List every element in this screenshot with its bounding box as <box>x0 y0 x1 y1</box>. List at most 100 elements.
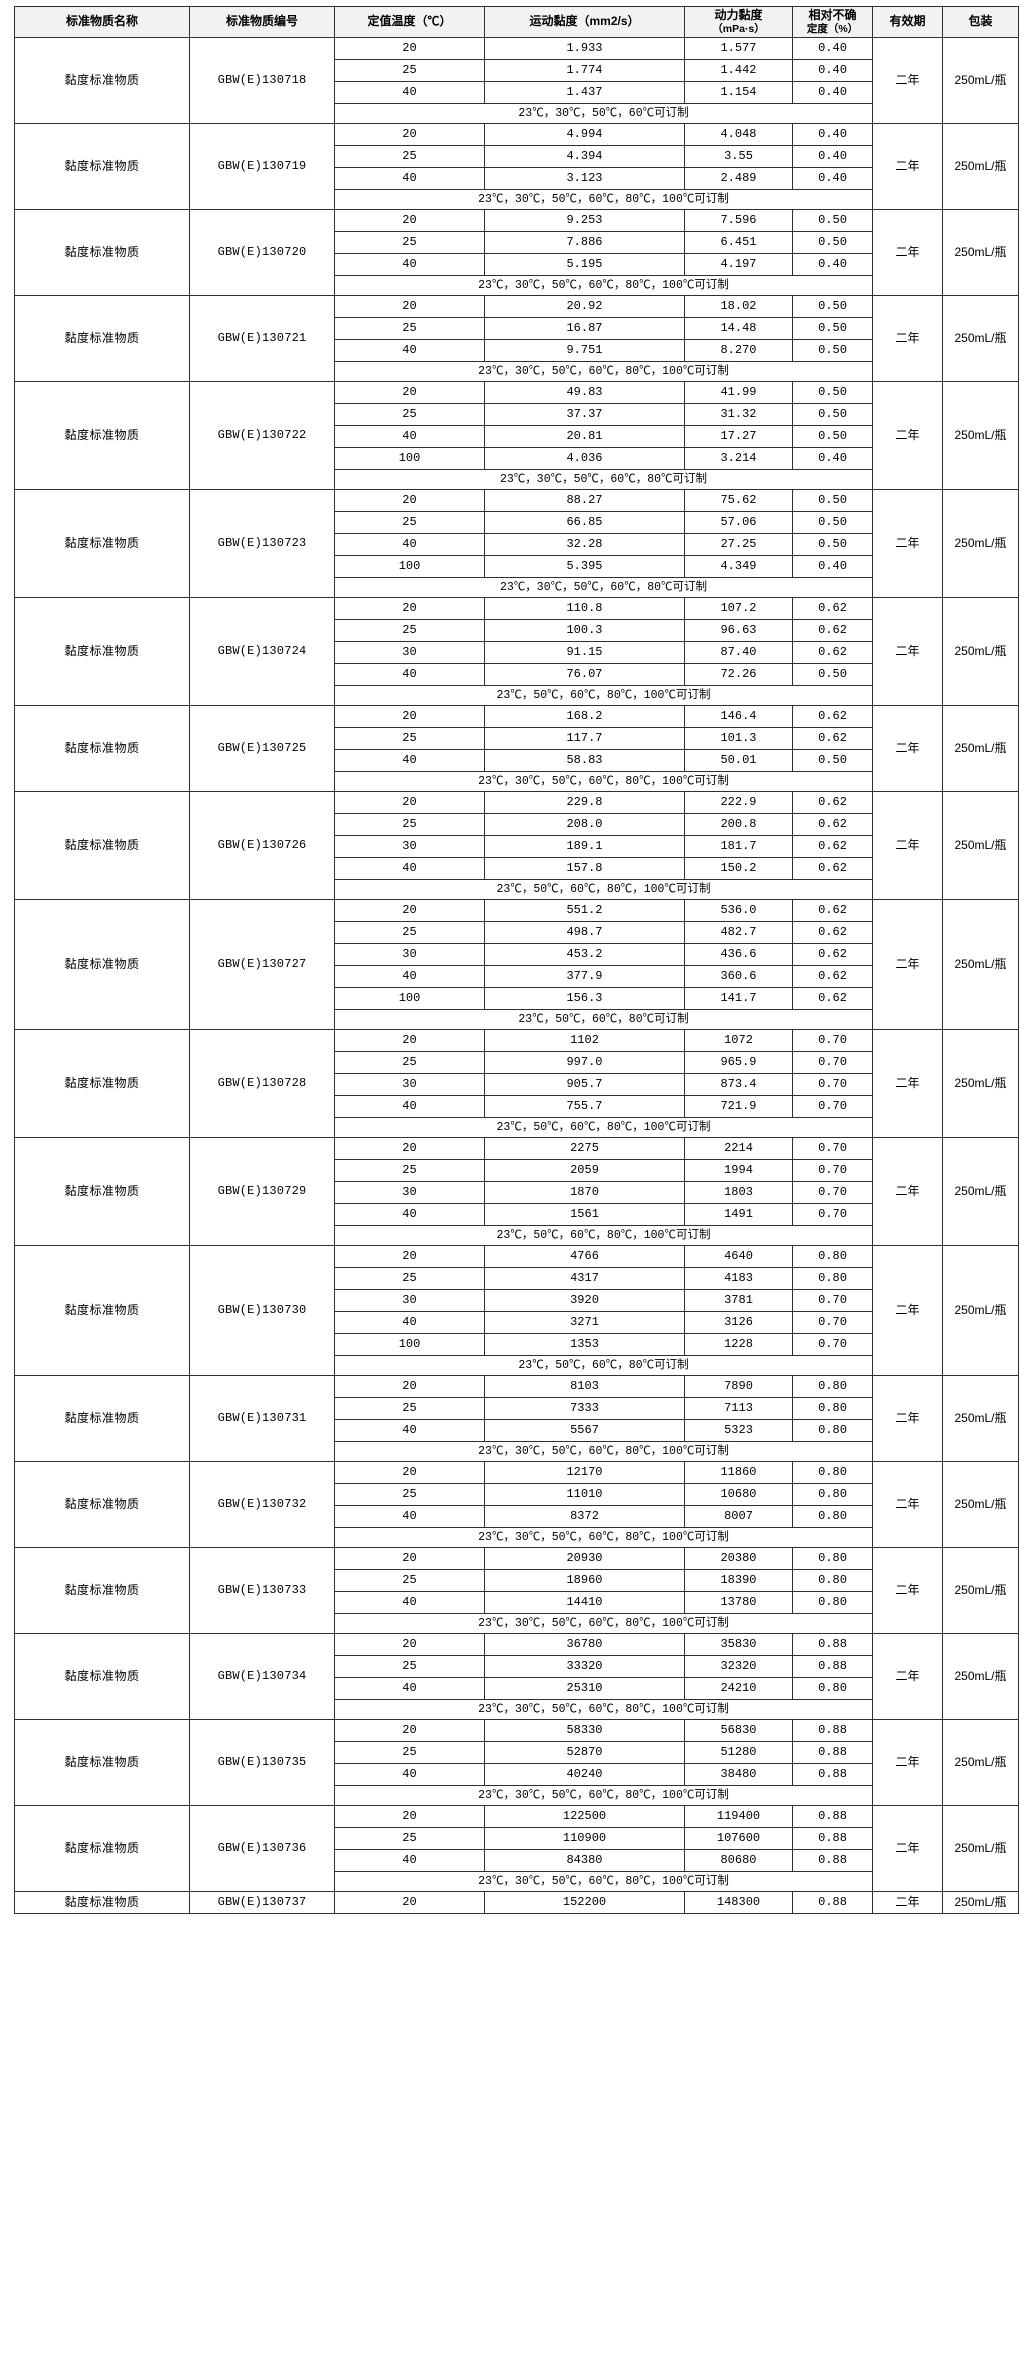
cell-kinematic-viscosity: 1.437 <box>484 81 685 104</box>
cell-temperature: 30 <box>334 1073 485 1096</box>
cell-dynamic-viscosity: 7113 <box>684 1397 793 1420</box>
cell-uncertainty: 0.88 <box>792 1719 873 1742</box>
cell-material-name: 黏度标准物质 <box>14 899 190 1030</box>
table-note-row: 23℃，30℃，50℃，60℃，80℃，100℃可订制 <box>15 275 1019 296</box>
cell-material-name: 黏度标准物质 <box>14 489 190 598</box>
cell-dynamic-viscosity: 18390 <box>684 1569 793 1592</box>
cell-custom-temperature-note: 23℃，30℃，50℃，60℃，80℃，100℃可订制 <box>334 1699 873 1720</box>
cell-dynamic-viscosity: 51280 <box>684 1741 793 1764</box>
cell-temperature: 40 <box>334 1591 485 1614</box>
table-row: 黏度标准物质 GBW(E)130735 20 58330 56830 0.88 二年 250m… <box>14 1719 1019 1806</box>
cell-material-code: GBW(E)130728 <box>189 1029 335 1138</box>
cell-kinematic-viscosity: 37.37 <box>484 403 685 426</box>
cell-dynamic-viscosity: 107.2 <box>684 597 793 620</box>
cell-material-code: GBW(E)130726 <box>189 791 335 900</box>
cell-kinematic-viscosity: 110.8 <box>484 597 685 620</box>
cell-temperature: 100 <box>334 447 485 470</box>
cell-temperature: 20 <box>334 705 485 728</box>
cell-temperature: 40 <box>334 1505 485 1528</box>
cell-temperature: 20 <box>334 1547 485 1570</box>
table-row: 黏度标准物质 GBW(E)130736 20 122500 119400 0.88 二年 25… <box>14 1805 1019 1892</box>
cell-temperature: 20 <box>334 1805 485 1828</box>
cell-uncertainty: 0.80 <box>792 1505 873 1528</box>
header-dynamic-line2: （mPa·s） <box>712 22 765 35</box>
cell-dynamic-viscosity: 222.9 <box>684 791 793 814</box>
table-note-row: 23℃，30℃，50℃，60℃，80℃，100℃可订制 <box>15 361 1019 382</box>
cell-temperature: 40 <box>334 1095 485 1118</box>
cell-uncertainty: 0.62 <box>792 835 873 858</box>
cell-temperature: 20 <box>334 1461 485 1484</box>
cell-uncertainty: 0.50 <box>792 381 873 404</box>
table-row: 40 32.28 27.25 0.50 <box>15 533 1019 556</box>
cell-temperature: 100 <box>334 1333 485 1356</box>
cell-dynamic-viscosity: 1.442 <box>684 59 793 82</box>
cell-material-code: GBW(E)130733 <box>189 1547 335 1634</box>
table-row: 40 755.7 721.9 0.70 <box>15 1095 1019 1118</box>
cell-custom-temperature-note: 23℃，30℃，50℃，60℃，80℃可订制 <box>334 577 873 598</box>
table-row: 25 117.7 101.3 0.62 <box>15 727 1019 750</box>
cell-uncertainty: 0.88 <box>792 1849 873 1872</box>
cell-kinematic-viscosity: 2059 <box>484 1159 685 1182</box>
cell-uncertainty: 0.40 <box>792 123 873 146</box>
cell-kinematic-viscosity: 2275 <box>484 1137 685 1160</box>
cell-kinematic-viscosity: 3.123 <box>484 167 685 190</box>
cell-kinematic-viscosity: 8103 <box>484 1375 685 1398</box>
cell-uncertainty: 0.88 <box>792 1655 873 1678</box>
table-row: 25 4317 4183 0.80 <box>15 1267 1019 1290</box>
cell-temperature: 100 <box>334 987 485 1010</box>
header-kinematic-viscosity: 运动黏度（mm2/s） <box>484 6 685 38</box>
cell-kinematic-viscosity: 9.751 <box>484 339 685 362</box>
cell-material-code: GBW(E)130720 <box>189 209 335 296</box>
cell-material-code: GBW(E)130722 <box>189 381 335 490</box>
table-row: 黏度标准物质 GBW(E)130724 20 110.8 107.2 0.62 二年 250m… <box>14 597 1019 706</box>
cell-material-name: 黏度标准物质 <box>14 1805 190 1892</box>
table-row: 黏度标准物质 GBW(E)130737 20 152200 148300 0.88 二年 25… <box>14 1891 1019 1914</box>
cell-temperature: 40 <box>334 81 485 104</box>
cell-dynamic-viscosity: 35830 <box>684 1633 793 1656</box>
cell-custom-temperature-note: 23℃，50℃，60℃，80℃，100℃可订制 <box>334 685 873 706</box>
header-package: 包装 <box>942 6 1019 38</box>
cell-kinematic-viscosity: 122500 <box>484 1805 685 1828</box>
cell-validity: 二年 <box>872 123 943 210</box>
cell-uncertainty: 0.50 <box>792 489 873 512</box>
header-temperature: 定值温度（℃） <box>334 6 485 38</box>
cell-kinematic-viscosity: 152200 <box>484 1891 685 1914</box>
cell-kinematic-viscosity: 117.7 <box>484 727 685 750</box>
table-row: 25 110900 107600 0.88 <box>15 1827 1019 1850</box>
table-row: 40 3271 3126 0.70 <box>15 1311 1019 1334</box>
cell-dynamic-viscosity: 72.26 <box>684 663 793 686</box>
table-header: 标准物质名称 标准物质编号 定值温度（℃） 运动黏度（mm2/s） 动力黏度 （… <box>14 6 1019 38</box>
cell-temperature: 40 <box>334 857 485 880</box>
cell-temperature: 30 <box>334 835 485 858</box>
cell-package: 250mL/瓶 <box>942 1547 1019 1634</box>
cell-custom-temperature-note: 23℃，30℃，50℃，60℃，80℃，100℃可订制 <box>334 1527 873 1548</box>
cell-kinematic-viscosity: 16.87 <box>484 317 685 340</box>
cell-material-code: GBW(E)130718 <box>189 37 335 124</box>
cell-material-code: GBW(E)130729 <box>189 1137 335 1246</box>
cell-uncertainty: 0.70 <box>792 1289 873 1312</box>
cell-temperature: 30 <box>334 1289 485 1312</box>
cell-material-name: 黏度标准物质 <box>14 381 190 490</box>
cell-uncertainty: 0.50 <box>792 425 873 448</box>
table-note-row: 23℃，50℃，60℃，80℃可订制 <box>15 1355 1019 1376</box>
cell-temperature: 25 <box>334 1827 485 1850</box>
cell-kinematic-viscosity: 4.994 <box>484 123 685 146</box>
cell-kinematic-viscosity: 3920 <box>484 1289 685 1312</box>
cell-uncertainty: 0.62 <box>792 813 873 836</box>
cell-kinematic-viscosity: 4317 <box>484 1267 685 1290</box>
cell-dynamic-viscosity: 80680 <box>684 1849 793 1872</box>
cell-kinematic-viscosity: 1353 <box>484 1333 685 1356</box>
cell-uncertainty: 0.88 <box>792 1633 873 1656</box>
cell-uncertainty: 0.62 <box>792 619 873 642</box>
cell-dynamic-viscosity: 1994 <box>684 1159 793 1182</box>
cell-custom-temperature-note: 23℃，50℃，60℃，80℃可订制 <box>334 1009 873 1030</box>
table-row: 30 189.1 181.7 0.62 <box>15 835 1019 858</box>
cell-dynamic-viscosity: 24210 <box>684 1677 793 1700</box>
table-row: 100 1353 1228 0.70 <box>15 1333 1019 1356</box>
cell-validity: 二年 <box>872 705 943 792</box>
cell-temperature: 40 <box>334 965 485 988</box>
cell-dynamic-viscosity: 721.9 <box>684 1095 793 1118</box>
cell-kinematic-viscosity: 905.7 <box>484 1073 685 1096</box>
cell-temperature: 25 <box>334 59 485 82</box>
cell-material-name: 黏度标准物质 <box>14 1891 190 1914</box>
